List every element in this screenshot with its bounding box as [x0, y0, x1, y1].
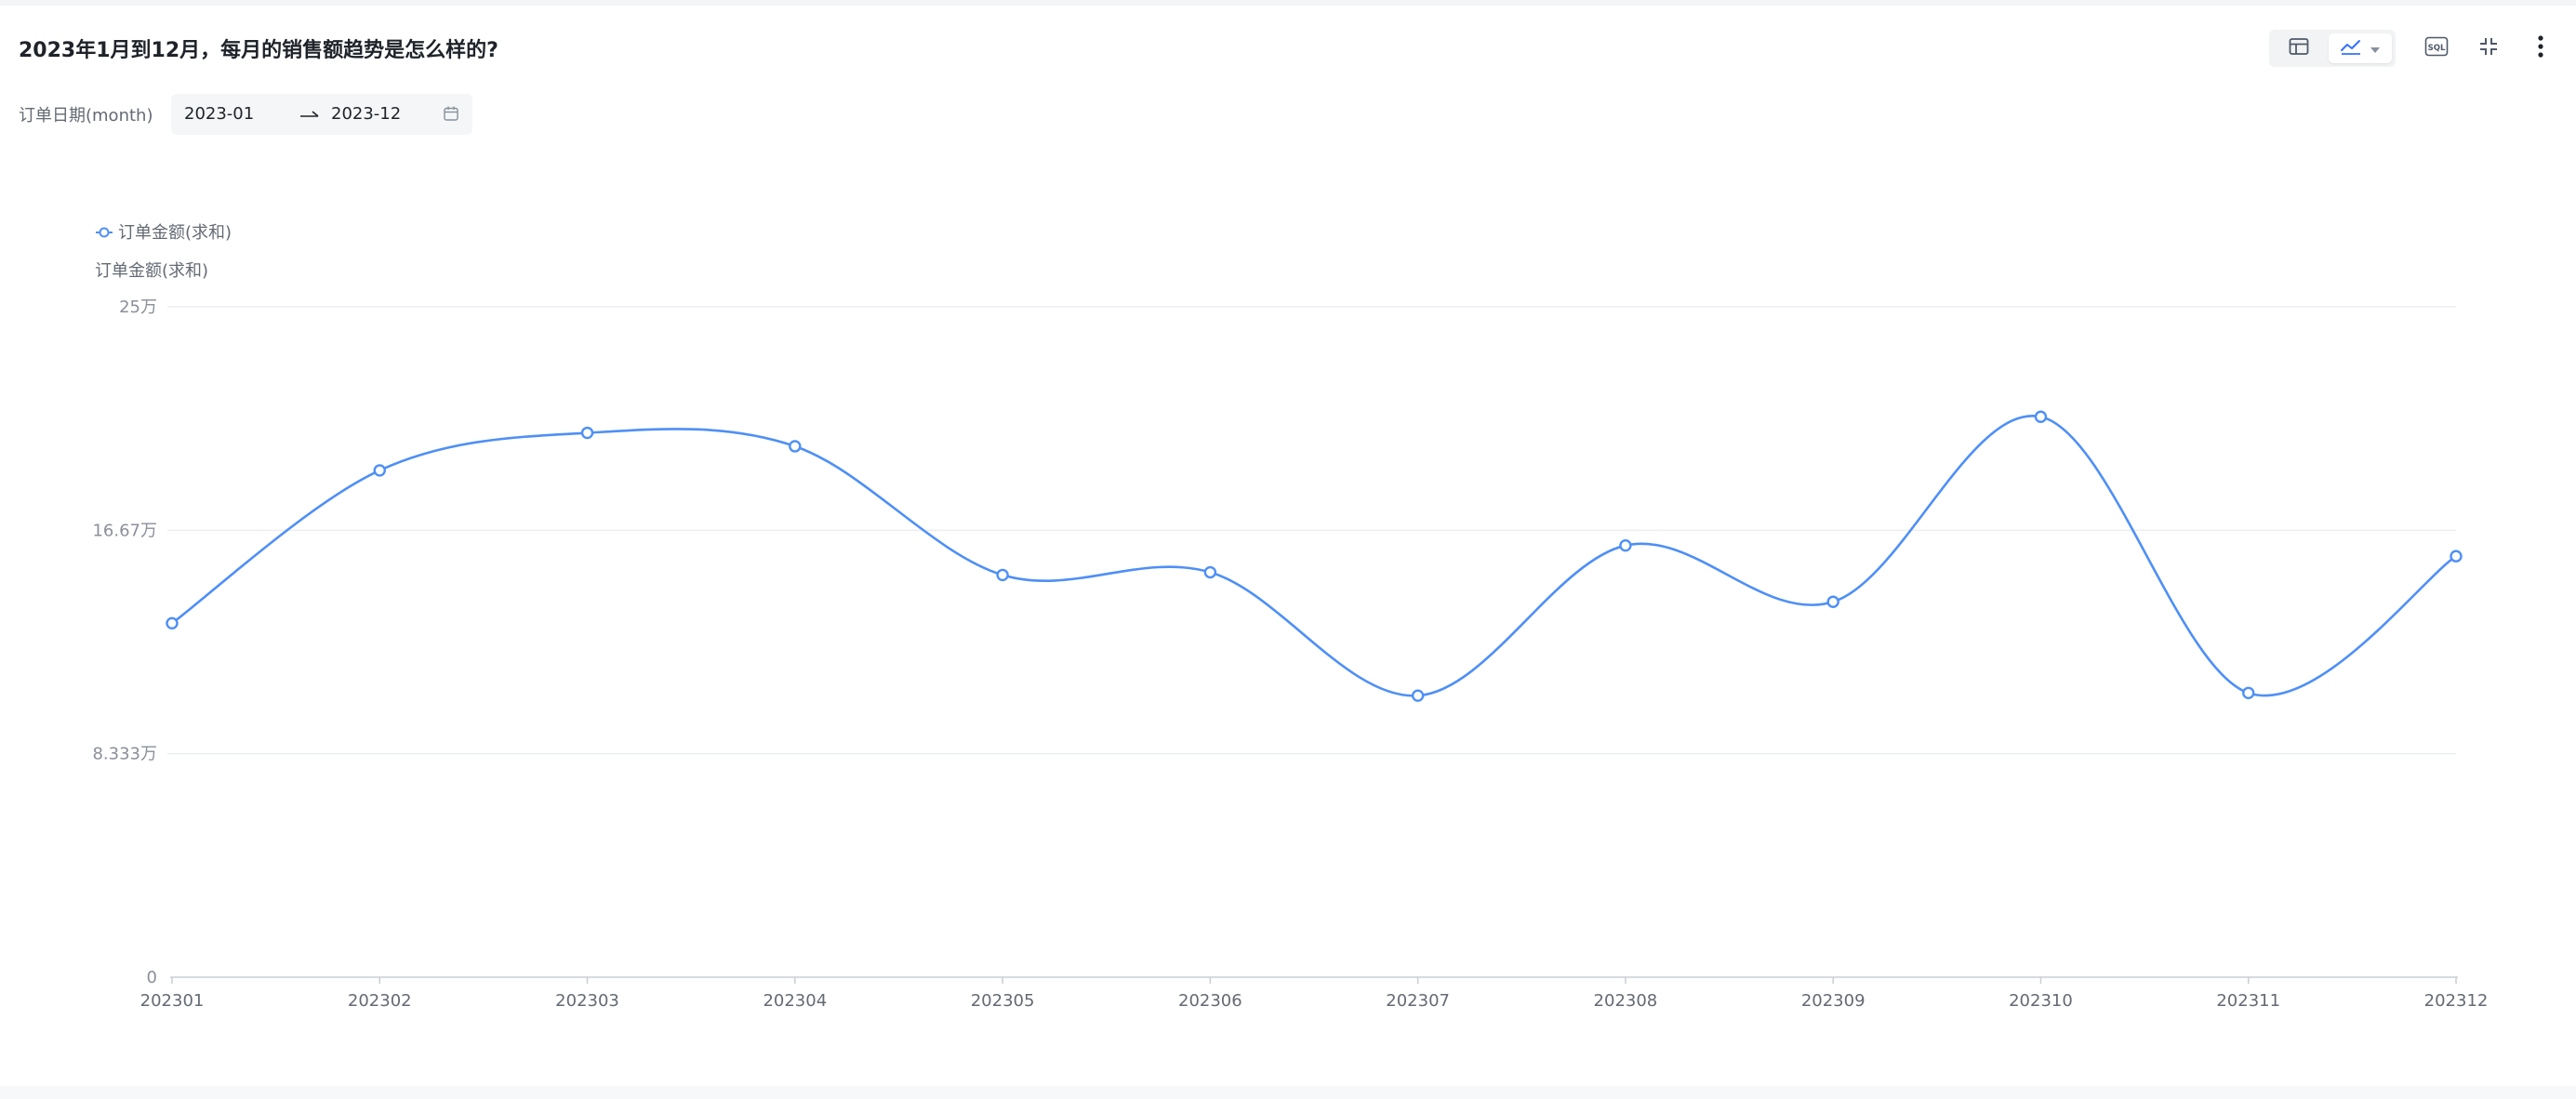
x-tick-label: 202303: [555, 991, 619, 1011]
x-tick-label: 202310: [2009, 991, 2073, 1011]
more-button[interactable]: [2524, 32, 2557, 65]
data-point[interactable]: [373, 464, 386, 477]
arrow-right-icon: [299, 107, 320, 125]
x-tick-label: 202301: [140, 991, 205, 1011]
x-tick-label: 202306: [1178, 991, 1242, 1011]
x-tick-label: 202302: [348, 991, 412, 1011]
collapse-icon: [2477, 35, 2500, 61]
date-range-picker[interactable]: 2023-01 2023-12: [171, 94, 472, 135]
data-point[interactable]: [2242, 686, 2255, 699]
line-chart-icon: [2340, 37, 2362, 60]
data-point[interactable]: [1826, 595, 1839, 608]
svg-text:SQL: SQL: [2428, 44, 2446, 53]
more-vertical-icon: [2537, 34, 2544, 62]
caret-down-icon: [2370, 40, 2381, 58]
x-tick-label: 202311: [2216, 991, 2280, 1011]
range-start-value[interactable]: 2023-01: [184, 104, 255, 124]
data-point[interactable]: [996, 568, 1009, 582]
table-icon: [2289, 37, 2309, 60]
data-point[interactable]: [2034, 410, 2048, 423]
bottom-divider: [0, 1086, 2576, 1099]
data-point[interactable]: [1203, 565, 1217, 579]
x-tick-label: 202308: [1594, 991, 1658, 1011]
sql-icon: SQL: [2424, 36, 2449, 60]
y-tick-label: 8.333万: [92, 745, 157, 764]
x-tick-label: 202305: [971, 991, 1035, 1011]
data-point[interactable]: [1411, 689, 1425, 702]
view-switch: [2269, 30, 2396, 67]
data-point[interactable]: [166, 616, 179, 630]
y-tick-label: 25万: [119, 298, 157, 317]
x-tick-label: 202309: [1801, 991, 1866, 1011]
y-axis-title: 订单金额(求和): [95, 261, 208, 281]
table-view-button[interactable]: [2273, 33, 2325, 63]
chart-view-button[interactable]: [2329, 33, 2392, 63]
data-point[interactable]: [2450, 550, 2463, 563]
x-tick-label: 202312: [2424, 991, 2489, 1011]
data-point[interactable]: [1619, 538, 1632, 552]
y-tick-label: 16.67万: [92, 521, 157, 540]
data-point[interactable]: [789, 440, 802, 453]
date-filter-label: 订单日期(month): [19, 106, 153, 126]
series-line: [171, 415, 2457, 697]
legend-point-marker: [99, 227, 110, 238]
data-point[interactable]: [580, 426, 594, 440]
range-end-value[interactable]: 2023-12: [331, 104, 402, 124]
top-divider: [0, 0, 2576, 6]
legend-item-label[interactable]: 订单金额(求和): [118, 223, 232, 243]
x-tick-label: 202304: [763, 991, 827, 1011]
page-title: 2023年1月到12月，每月的销售额趋势是怎么样的?: [19, 39, 498, 62]
collapse-button[interactable]: [2472, 32, 2505, 65]
sql-button[interactable]: SQL: [2420, 32, 2453, 65]
y-tick-label: 0: [147, 968, 157, 987]
x-tick-label: 202307: [1386, 991, 1450, 1011]
calendar-icon[interactable]: [443, 105, 459, 126]
